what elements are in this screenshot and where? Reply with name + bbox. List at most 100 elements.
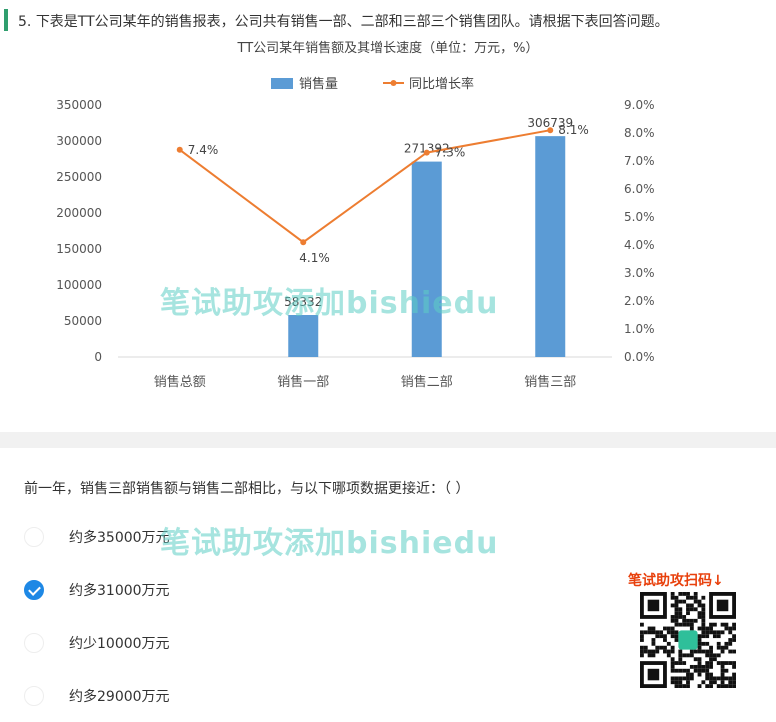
qr-module bbox=[686, 592, 690, 596]
qr-module bbox=[686, 595, 690, 600]
qr-module bbox=[651, 638, 656, 642]
y-right-tick-label: 6.0% bbox=[624, 182, 655, 196]
qr-module bbox=[678, 684, 683, 688]
qr-module bbox=[701, 680, 706, 685]
qr-module bbox=[716, 630, 721, 635]
qr-module bbox=[709, 649, 713, 654]
qr-module bbox=[678, 599, 683, 604]
qr-module bbox=[724, 684, 729, 688]
qr-module bbox=[709, 626, 713, 631]
qr-module bbox=[716, 653, 721, 658]
y-right-tick-label: 9.0% bbox=[624, 98, 655, 112]
qr-module bbox=[686, 672, 690, 677]
qr-module bbox=[674, 630, 679, 635]
option-label: 约多31000万元 bbox=[69, 583, 170, 599]
qr-module bbox=[705, 649, 710, 654]
qr-module bbox=[693, 607, 698, 612]
qr-module bbox=[705, 676, 710, 681]
qr-module bbox=[682, 676, 687, 681]
option-label: 约多29000万元 bbox=[69, 689, 170, 705]
qr-module bbox=[701, 595, 706, 600]
qr-module bbox=[682, 592, 687, 596]
qr-module bbox=[724, 641, 729, 646]
radio-checked-icon[interactable] bbox=[24, 580, 44, 600]
line-point-1 bbox=[176, 146, 183, 153]
option-1[interactable]: 约多35000万元 bbox=[20, 522, 320, 552]
qr-module bbox=[666, 641, 671, 646]
qr-module bbox=[705, 626, 710, 631]
qr-module bbox=[670, 680, 675, 685]
qr-module bbox=[732, 676, 736, 681]
qr-module bbox=[670, 630, 675, 635]
qr-module bbox=[670, 676, 675, 681]
bar-2 bbox=[288, 315, 319, 357]
qr-module bbox=[678, 649, 683, 654]
qr-module bbox=[712, 676, 717, 681]
qr-module bbox=[697, 645, 702, 650]
qr-module bbox=[670, 626, 675, 631]
qr-module bbox=[709, 672, 713, 677]
qr-module bbox=[655, 634, 660, 639]
qr-module bbox=[697, 661, 702, 665]
qr-module bbox=[732, 661, 736, 665]
qr-module bbox=[674, 676, 679, 681]
qr-finder-inner bbox=[647, 599, 660, 612]
qr-module bbox=[674, 680, 679, 685]
radio-icon[interactable] bbox=[24, 633, 44, 653]
qr-module bbox=[701, 634, 706, 639]
qr-module bbox=[674, 611, 679, 616]
qr-module bbox=[674, 615, 679, 619]
qr-module bbox=[651, 630, 656, 635]
qr-module bbox=[724, 645, 729, 650]
qr-module bbox=[659, 634, 664, 639]
option-4[interactable]: 约多29000万元 bbox=[20, 681, 320, 711]
qr-module bbox=[643, 645, 648, 650]
option-2[interactable]: 约多31000万元 bbox=[20, 575, 320, 605]
radio-icon[interactable] bbox=[24, 686, 44, 706]
qr-module bbox=[670, 618, 675, 623]
qr-module bbox=[728, 626, 733, 631]
bar-data-label: 58332 bbox=[284, 295, 322, 309]
qr-module bbox=[705, 668, 710, 673]
qr-module bbox=[640, 634, 644, 639]
qr-module bbox=[705, 634, 710, 639]
line-point-4 bbox=[547, 127, 554, 134]
qr-module bbox=[686, 611, 690, 616]
qr-module bbox=[701, 626, 706, 631]
legend-bar-swatch bbox=[271, 78, 293, 89]
qr-module bbox=[678, 661, 683, 665]
y-right-tick-label: 0.0% bbox=[624, 350, 655, 364]
qr-module bbox=[709, 680, 713, 685]
qr-module bbox=[689, 664, 694, 669]
qr-module bbox=[670, 603, 675, 608]
qr-module bbox=[670, 664, 675, 669]
option-label: 约多35000万元 bbox=[69, 530, 170, 546]
qr-module bbox=[716, 684, 721, 688]
y-left-tick-label: 150000 bbox=[56, 242, 102, 256]
qr-module bbox=[686, 653, 690, 658]
qr-module bbox=[674, 599, 679, 604]
qr-module bbox=[697, 672, 702, 677]
growth-rate-line bbox=[179, 129, 551, 244]
qr-module bbox=[674, 618, 679, 623]
qr-module bbox=[720, 630, 725, 635]
qr-module bbox=[678, 622, 683, 627]
watermark-bottom: 笔试助攻添加bishiedu bbox=[160, 526, 499, 561]
radio-icon[interactable] bbox=[24, 527, 44, 547]
qr-module bbox=[643, 649, 648, 654]
qr-module bbox=[670, 634, 675, 639]
bar-data-label: 271392 bbox=[404, 142, 450, 156]
qr-module bbox=[663, 645, 667, 650]
qr-module bbox=[724, 668, 729, 673]
qr-module bbox=[678, 592, 683, 596]
option-3[interactable]: 约少10000万元 bbox=[20, 628, 320, 658]
qr-module bbox=[697, 684, 702, 688]
qr-module bbox=[709, 661, 713, 665]
qr-module bbox=[640, 638, 644, 642]
qr-module bbox=[686, 618, 690, 623]
bar-4 bbox=[535, 136, 566, 357]
qr-module bbox=[701, 668, 706, 673]
x-tick-label: 销售总额 bbox=[154, 374, 206, 390]
qr-module bbox=[682, 661, 687, 665]
qr-module bbox=[674, 638, 679, 642]
